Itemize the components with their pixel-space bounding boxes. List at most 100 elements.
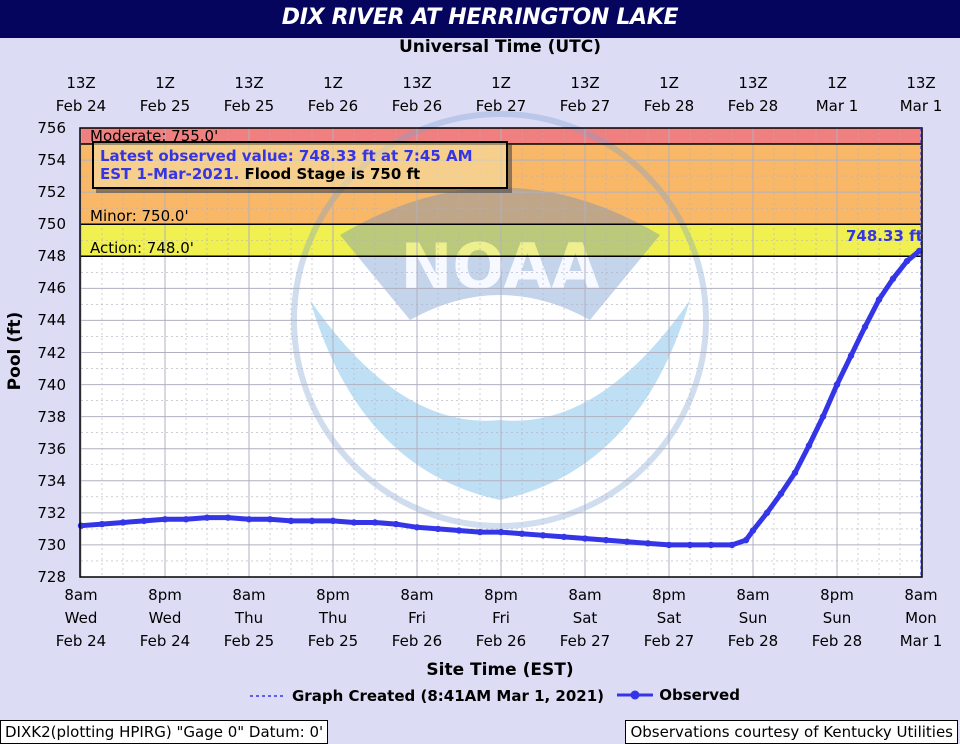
bottom-tick-label: 8am Sat Feb 27 <box>540 584 630 653</box>
top-tick-label: 13Z Feb 27 <box>540 72 630 118</box>
observed-point <box>833 381 841 388</box>
observed-point <box>350 519 358 526</box>
observed-point <box>308 517 316 525</box>
observed-point <box>497 528 505 536</box>
y-tick-label: 752 <box>37 183 66 202</box>
observed-point <box>889 275 897 282</box>
top-tick-line: Feb 28 <box>643 97 695 115</box>
bottom-tick-label: 8am Thu Feb 25 <box>204 584 294 653</box>
top-tick-line: 13Z <box>402 74 432 92</box>
bottom-tick-line: Thu <box>318 609 348 627</box>
y-tick-label: 750 <box>37 215 66 234</box>
top-axis-title: Universal Time (UTC) <box>398 37 602 57</box>
y-tick-label: 738 <box>37 407 66 426</box>
top-tick-line: 13Z <box>570 74 600 92</box>
observed-point <box>728 541 736 549</box>
y-tick-label: 756 <box>37 119 66 137</box>
y-tick-label: 744 <box>37 311 66 330</box>
top-tick-label: 1Z Feb 26 <box>288 72 378 118</box>
noaa-logo-bird-bottom <box>310 300 690 500</box>
top-tick-line: 13Z <box>66 74 96 92</box>
bottom-tick-line: 8am <box>568 586 602 604</box>
top-tick-line: 13Z <box>906 74 936 92</box>
legend-observed-label: Observed <box>659 686 740 704</box>
observed-point <box>455 527 463 534</box>
top-tick-label: 13Z Feb 25 <box>204 72 294 118</box>
observed-point <box>665 541 673 549</box>
bottom-tick-label: 8am Mon Mar 1 <box>876 584 960 653</box>
observed-point <box>742 536 750 544</box>
top-tick-line: Mar 1 <box>815 97 859 115</box>
bottom-tick-line: Sat <box>656 609 682 627</box>
observed-point <box>623 538 631 545</box>
top-tick-line: Feb 26 <box>307 97 359 115</box>
observed-point <box>434 525 442 533</box>
bottom-tick-line: 8pm <box>652 586 686 604</box>
annotation-line-1: Latest observed value: 748.33 ft at 7:45… <box>100 147 473 165</box>
bottom-tick-line: Fri <box>408 609 426 627</box>
bottom-tick-line: 8pm <box>148 586 182 604</box>
observed-point <box>581 535 589 542</box>
y-tick-label: 736 <box>37 439 66 458</box>
annotation-date: EST 1-Mar-2021. <box>100 165 240 183</box>
observed-point <box>749 527 757 534</box>
observed-point <box>287 517 295 525</box>
top-tick-line: 1Z <box>827 74 847 92</box>
observed-point <box>119 519 127 526</box>
observed-point <box>203 514 211 521</box>
observed-point <box>392 520 400 528</box>
observed-point <box>602 536 610 544</box>
top-tick-line: Feb 24 <box>55 97 107 115</box>
footer-credit: Observations courtesy of Kentucky Utilit… <box>625 720 958 744</box>
y-tick-label: 740 <box>37 375 66 394</box>
y-tick-label: 730 <box>37 535 66 554</box>
observed-point <box>266 516 274 523</box>
top-tick-line: Feb 27 <box>475 97 527 115</box>
observed-point <box>875 296 883 303</box>
top-tick-line: Mar 1 <box>899 97 943 115</box>
bottom-tick-line: Feb 26 <box>391 632 443 650</box>
top-tick-line: Feb 25 <box>223 97 275 115</box>
bottom-tick-label: 8am Sun Feb 28 <box>708 584 798 653</box>
observed-point <box>329 517 337 525</box>
bottom-tick-label: 8am Fri Feb 26 <box>372 584 462 653</box>
top-tick-line: 1Z <box>659 74 679 92</box>
bottom-tick-line: Feb 27 <box>559 632 611 650</box>
bottom-tick-line: 8pm <box>316 586 350 604</box>
chart-title: DIX RIVER AT HERRINGTON LAKE <box>281 5 679 30</box>
observed-point <box>763 509 771 517</box>
bottom-tick-label: 8pm Wed Feb 24 <box>120 584 210 653</box>
observed-point <box>791 469 799 476</box>
y-tick-label: 746 <box>37 279 66 298</box>
annotation-flood-stage: Flood Stage is 750 ft <box>239 165 421 183</box>
observed-point <box>161 516 169 523</box>
observed-point <box>413 524 421 531</box>
observed-point <box>182 516 190 523</box>
observed-point <box>707 541 715 549</box>
bottom-tick-line: Mar 1 <box>899 632 943 650</box>
legend-observed-line-icon <box>617 690 654 700</box>
observed-line <box>80 249 921 548</box>
bottom-tick-line: Feb 27 <box>643 632 695 650</box>
bottom-tick-label: 8pm Thu Feb 25 <box>288 584 378 653</box>
footer-datum-info: DIXK2(plotting HPIRG) "Gage 0" Datum: 0' <box>0 720 329 744</box>
top-tick-label: 13Z Feb 26 <box>372 72 462 118</box>
observed-point <box>847 352 855 359</box>
y-tick-label: 748 <box>37 247 66 266</box>
bottom-tick-line: Sun <box>822 609 852 627</box>
bottom-tick-line: Wed <box>64 609 98 627</box>
bottom-tick-line: Feb 28 <box>727 632 779 650</box>
y-tick-label: 742 <box>37 343 66 362</box>
observed-point <box>861 323 869 331</box>
top-tick-label: 1Z Feb 28 <box>624 72 714 118</box>
bottom-tick-line: Feb 24 <box>55 632 107 650</box>
observed-point <box>560 533 568 541</box>
bottom-tick-line: Wed <box>148 609 182 627</box>
legend-observed: Observed <box>615 686 740 704</box>
legend: Graph Created (8:41AM Mar 1, 2021) Obser… <box>248 686 746 706</box>
top-tick-line: 1Z <box>323 74 343 92</box>
noaa-watermark: NOAA <box>291 111 709 529</box>
top-tick-label: 1Z Feb 27 <box>456 72 546 118</box>
top-tick-line: Feb 25 <box>139 97 191 115</box>
latest-value-annotation: Latest observed value: 748.33 ft at 7:45… <box>92 141 508 189</box>
